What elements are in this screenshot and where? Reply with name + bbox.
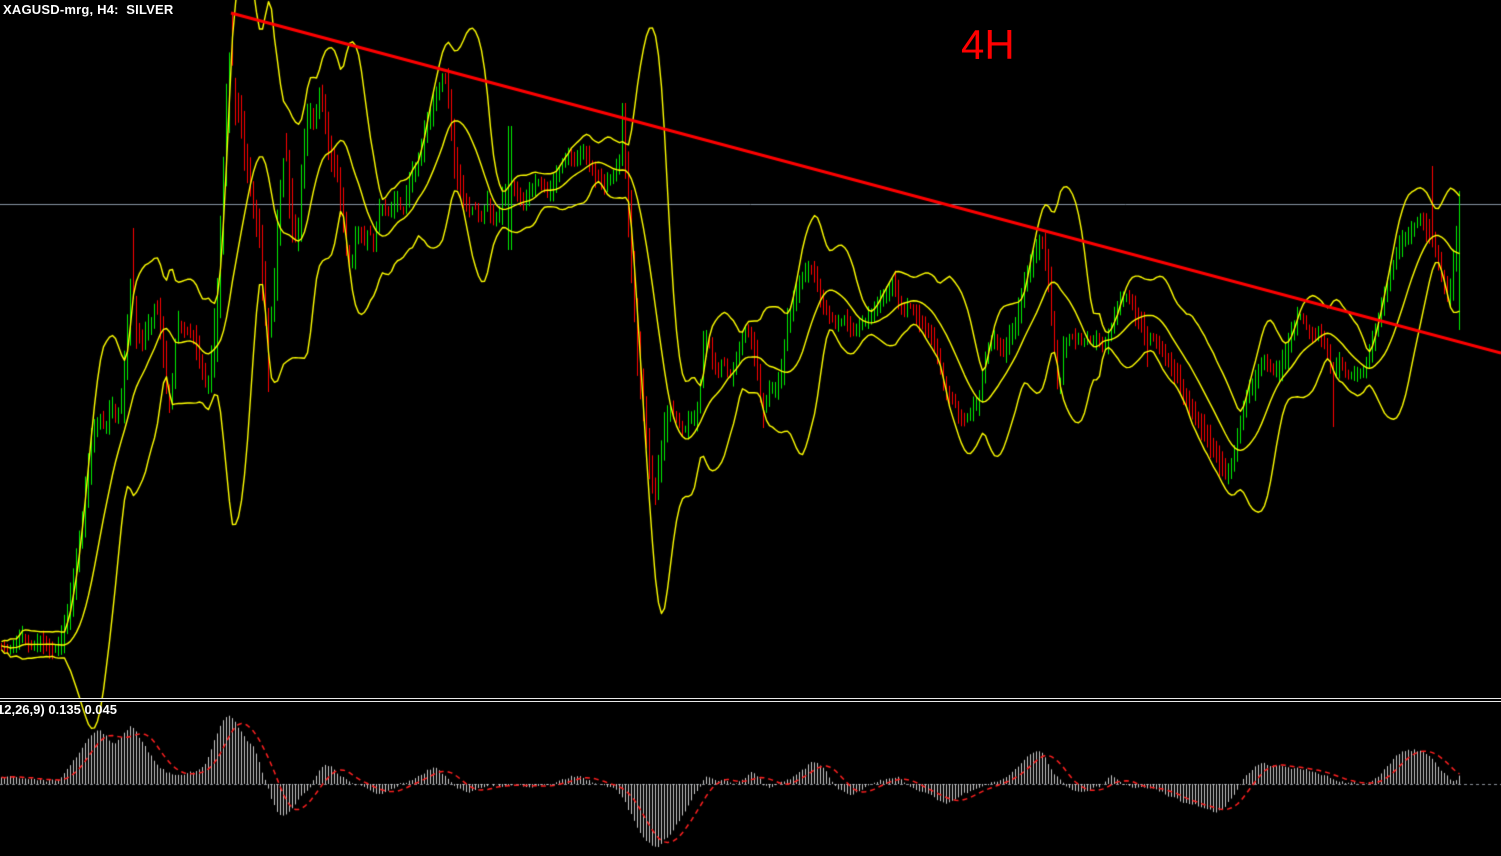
timeframe-annotation-4h: 4H: [961, 21, 1015, 68]
symbol-timeframe-label: XAGUSD-mrg, H4: SILVER: [3, 2, 174, 17]
pane-separator-splitter[interactable]: [0, 698, 1501, 702]
macd-indicator-label: 12,26,9) 0.135 0.045: [0, 702, 117, 717]
